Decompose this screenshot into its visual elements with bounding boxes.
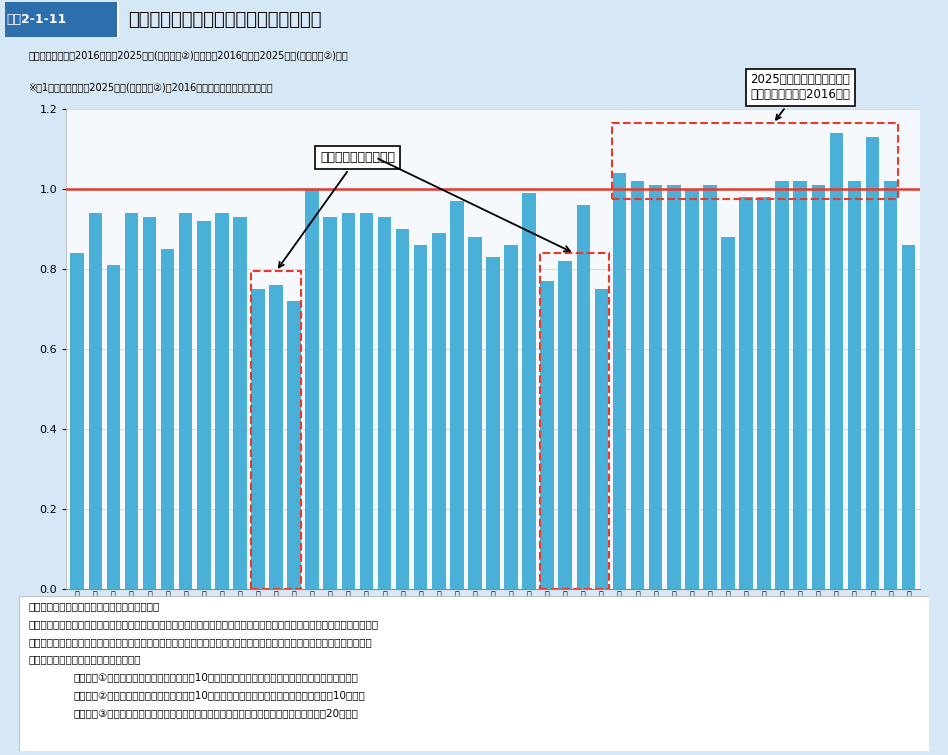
Bar	[648, 186, 663, 589]
Bar	[396, 230, 410, 589]
Bar	[866, 137, 880, 589]
Bar	[468, 237, 482, 589]
Bar	[359, 214, 374, 589]
Bar	[612, 174, 627, 589]
Bar	[902, 245, 916, 589]
Bar	[88, 214, 102, 589]
Bar	[323, 217, 337, 589]
Text: ３つのパターンを設定している。: ３つのパターンを設定している。	[28, 655, 140, 664]
Bar	[269, 285, 283, 589]
Bar	[884, 181, 898, 589]
Bar	[594, 289, 609, 589]
Bar	[757, 197, 771, 589]
Bar	[414, 245, 428, 589]
Bar	[287, 301, 301, 589]
Bar	[793, 181, 807, 589]
Text: シナリオ②　１か月あたり超過勤務時間：10時間以内　　１年あたり有給休暇取得日数：10日以上: シナリオ② １か月あたり超過勤務時間：10時間以内 １年あたり有給休暇取得日数：…	[74, 690, 365, 700]
Bar	[117, 2, 118, 37]
Bar	[432, 233, 446, 589]
Bar	[106, 265, 120, 589]
Bar	[5, 2, 117, 37]
Text: 看護職員が不足する県: 看護職員が不足する県	[279, 151, 395, 267]
Bar	[197, 221, 210, 589]
Bar	[540, 282, 554, 589]
Bar	[775, 181, 789, 589]
Bar	[811, 186, 825, 589]
Bar	[377, 217, 392, 589]
Text: ※　1より低ければ、2025年度(シナリオ②)は2016年度現在より看護職員数不足: ※ 1より低ければ、2025年度(シナリオ②)は2016年度現在より看護職員数不…	[28, 82, 273, 91]
Text: シナリオ③　１か月あたり超過勤務時間：０時間　　　　１年あたり有給休暇取得日数：20日以上: シナリオ③ １か月あたり超過勤務時間：０時間 １年あたり有給休暇取得日数：20日…	[74, 708, 358, 718]
Bar	[504, 245, 518, 589]
Text: 2025年地域医療構想実現時
需要＜現職員数（2016年）: 2025年地域医療構想実現時 需要＜現職員数（2016年）	[750, 73, 850, 119]
Bar	[179, 214, 192, 589]
Bar	[830, 134, 843, 589]
Bar	[486, 257, 500, 589]
Bar	[667, 186, 681, 589]
Bar	[143, 217, 156, 589]
Text: 日数などの条件について、看護職員の労働環境の変化に対応して幅を待たせた推計を行っている。具体的には以下の: 日数などの条件について、看護職員の労働環境の変化に対応して幅を待たせた推計を行っ…	[28, 636, 372, 647]
Text: 資料：厚生労働省医政局看護課において作成。: 資料：厚生労働省医政局看護課において作成。	[28, 601, 159, 611]
Bar	[305, 190, 319, 589]
Bar	[630, 181, 645, 589]
Bar	[233, 217, 246, 589]
Text: 看護職員の需給推計結果（都道府県別）: 看護職員の需給推計結果（都道府県別）	[128, 11, 321, 29]
Bar	[124, 214, 138, 589]
Bar	[70, 254, 84, 589]
Text: 【各都道府県別の2016年度と2025年度(シナリオ②)の比較（2016年度／2025年度(シナリオ②)）】: 【各都道府県別の2016年度と2025年度(シナリオ②)の比較（2016年度／2…	[28, 51, 348, 60]
Bar	[739, 197, 753, 589]
Bar	[251, 289, 264, 589]
Text: （注）　看護職員の需要推計は、ワーク・ライフ・バランスの実現を前提に、看護職員の超過勤務時間や年次有給休暇の取得: （注） 看護職員の需要推計は、ワーク・ライフ・バランスの実現を前提に、看護職員の…	[28, 619, 378, 629]
Bar	[215, 214, 228, 589]
Text: シナリオ①　１か月あたり超過勤務時間：10時間以内　　１年あたり有給休暇取得日数：５日以上: シナリオ① １か月あたり超過勤務時間：10時間以内 １年あたり有給休暇取得日数：…	[74, 672, 358, 683]
Bar	[848, 181, 862, 589]
Bar	[576, 205, 590, 589]
Bar	[450, 202, 464, 589]
Bar	[161, 249, 174, 589]
Bar	[558, 261, 572, 589]
Bar	[685, 190, 699, 589]
Bar	[703, 186, 717, 589]
Bar	[721, 237, 735, 589]
Bar	[522, 193, 536, 589]
Text: 図表2-1-11: 図表2-1-11	[7, 13, 67, 26]
Bar	[341, 214, 356, 589]
